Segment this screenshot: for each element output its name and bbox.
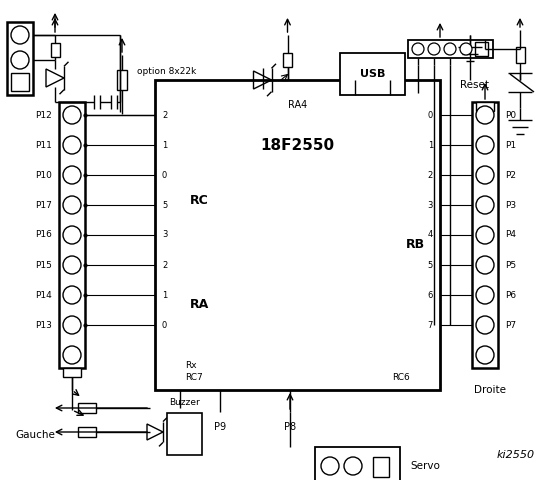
Bar <box>408 40 493 58</box>
Circle shape <box>476 256 494 274</box>
Bar <box>78 427 96 437</box>
Text: Servo: Servo <box>410 461 440 471</box>
Circle shape <box>11 26 29 44</box>
Circle shape <box>476 226 494 244</box>
Circle shape <box>412 43 424 55</box>
Circle shape <box>63 316 81 334</box>
Circle shape <box>11 51 29 69</box>
Circle shape <box>63 256 81 274</box>
Bar <box>373 457 389 477</box>
Text: P1: P1 <box>505 141 516 149</box>
Circle shape <box>476 136 494 154</box>
Bar <box>59 102 85 368</box>
Text: RC6: RC6 <box>392 373 410 383</box>
Bar <box>340 53 405 95</box>
Bar <box>63 368 81 377</box>
Circle shape <box>476 106 494 124</box>
Text: 0: 0 <box>162 321 167 329</box>
Circle shape <box>63 286 81 304</box>
Circle shape <box>63 106 81 124</box>
Text: P11: P11 <box>35 141 52 149</box>
Circle shape <box>321 457 339 475</box>
Text: 3: 3 <box>427 201 433 209</box>
Text: 1: 1 <box>162 290 167 300</box>
Text: P10: P10 <box>35 170 52 180</box>
Text: 2: 2 <box>162 261 167 269</box>
Text: P0: P0 <box>505 110 516 120</box>
Circle shape <box>428 43 440 55</box>
Circle shape <box>476 166 494 184</box>
Text: P15: P15 <box>35 261 52 269</box>
Bar <box>78 403 96 413</box>
Circle shape <box>476 286 494 304</box>
Circle shape <box>476 346 494 364</box>
Circle shape <box>476 196 494 214</box>
Text: RC7: RC7 <box>185 373 203 383</box>
Bar <box>155 80 440 390</box>
Bar <box>476 102 494 111</box>
Text: 18F2550: 18F2550 <box>260 137 335 153</box>
Circle shape <box>63 226 81 244</box>
Circle shape <box>476 316 494 334</box>
Text: P14: P14 <box>35 290 52 300</box>
Text: 0: 0 <box>428 110 433 120</box>
Text: 2: 2 <box>428 170 433 180</box>
Text: RC: RC <box>190 193 208 206</box>
Text: P3: P3 <box>505 201 516 209</box>
Text: USB: USB <box>360 69 385 79</box>
Text: P5: P5 <box>505 261 516 269</box>
Text: 5: 5 <box>162 201 167 209</box>
Circle shape <box>63 196 81 214</box>
Text: RB: RB <box>406 239 425 252</box>
Text: 6: 6 <box>427 290 433 300</box>
Text: P4: P4 <box>505 230 516 240</box>
Bar <box>475 42 488 56</box>
Text: Reset: Reset <box>460 80 489 90</box>
Bar <box>167 413 202 455</box>
Text: RA4: RA4 <box>288 100 307 110</box>
Text: 1: 1 <box>162 141 167 149</box>
Bar <box>117 70 127 90</box>
Bar <box>11 73 29 91</box>
Circle shape <box>63 346 81 364</box>
Circle shape <box>344 457 362 475</box>
Text: 2: 2 <box>162 110 167 120</box>
Text: P9: P9 <box>214 422 226 432</box>
Text: P8: P8 <box>284 422 296 432</box>
Bar <box>315 447 400 480</box>
Text: 3: 3 <box>162 230 168 240</box>
Text: P12: P12 <box>35 110 52 120</box>
Text: ki2550: ki2550 <box>497 450 535 460</box>
Circle shape <box>460 43 472 55</box>
Text: Buzzer: Buzzer <box>169 398 200 407</box>
Text: P17: P17 <box>35 201 52 209</box>
Text: 5: 5 <box>428 261 433 269</box>
Text: 7: 7 <box>427 321 433 329</box>
Text: Rx: Rx <box>185 360 197 370</box>
Bar <box>283 53 292 67</box>
Text: 1: 1 <box>428 141 433 149</box>
Text: P6: P6 <box>505 290 516 300</box>
Text: 0: 0 <box>162 170 167 180</box>
Circle shape <box>63 166 81 184</box>
Text: P13: P13 <box>35 321 52 329</box>
Text: 4: 4 <box>428 230 433 240</box>
Text: Droite: Droite <box>474 385 506 395</box>
Bar <box>472 102 498 368</box>
Text: P16: P16 <box>35 230 52 240</box>
Text: option 8x22k: option 8x22k <box>137 68 196 76</box>
Circle shape <box>63 136 81 154</box>
Text: P7: P7 <box>505 321 516 329</box>
Bar <box>7 22 33 95</box>
Text: Gauche: Gauche <box>15 430 55 440</box>
Circle shape <box>444 43 456 55</box>
Text: P2: P2 <box>505 170 516 180</box>
Bar <box>515 47 524 63</box>
Bar <box>50 43 60 57</box>
Text: RA: RA <box>190 299 209 312</box>
